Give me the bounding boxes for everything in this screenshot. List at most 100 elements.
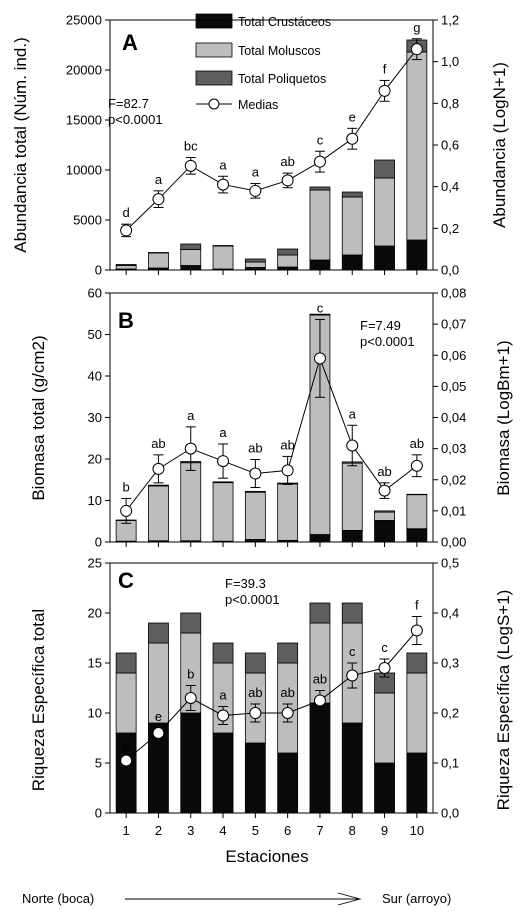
y-axis-label: Biomasa total (g/cm2) bbox=[29, 335, 48, 500]
mean-point bbox=[249, 467, 262, 480]
y2-tick-label: 0,6 bbox=[441, 138, 459, 153]
y-tick-label: 40 bbox=[88, 369, 102, 384]
y2-tick-label: 0,07 bbox=[441, 317, 466, 332]
mean-point bbox=[410, 624, 423, 637]
y-tick-label: 20 bbox=[88, 606, 102, 621]
bar-crustaceos bbox=[277, 752, 299, 814]
mean-point bbox=[281, 464, 294, 477]
mean-point bbox=[410, 43, 423, 56]
x-tick-label: 4 bbox=[219, 823, 226, 838]
bar-poliquetos bbox=[374, 510, 395, 513]
mean-line bbox=[125, 48, 418, 231]
stat-f: F=7.49 bbox=[360, 318, 401, 333]
bar-crustaceos bbox=[277, 266, 299, 271]
significance-letter: b bbox=[187, 667, 194, 682]
significance-letter: ab bbox=[248, 441, 262, 456]
x-axis-label: Estaciones bbox=[225, 847, 308, 866]
significance-letter: ab bbox=[313, 672, 327, 687]
bar-poliquetos bbox=[148, 622, 169, 644]
mean-point bbox=[281, 174, 294, 187]
x-tick-label: 10 bbox=[410, 823, 424, 838]
mean-point bbox=[410, 459, 423, 472]
y-axis-label: Riqueza Específica total bbox=[29, 609, 48, 791]
bar-poliquetos bbox=[212, 642, 234, 664]
mean-point bbox=[152, 727, 165, 739]
mean-point bbox=[378, 484, 391, 497]
direction-arrow-head-icon bbox=[337, 892, 362, 906]
x-tick-label: 8 bbox=[349, 823, 356, 838]
panel-b: B F=7.49 p<0.0001 Biomasa total (g/cm2) … bbox=[29, 286, 513, 550]
significance-letter: c bbox=[317, 132, 324, 147]
bar-poliquetos bbox=[341, 191, 363, 198]
bar-moluscos bbox=[244, 491, 266, 540]
y2-tick-label: 0,5 bbox=[441, 556, 459, 571]
direction-indicator: Norte (boca) Sur (arroyo) bbox=[22, 891, 451, 906]
significance-letter: e bbox=[155, 709, 162, 724]
bar-moluscos bbox=[115, 672, 137, 734]
x-tick-label: 3 bbox=[187, 823, 194, 838]
legend-label-poliquetos: Total Poliquetos bbox=[238, 72, 326, 86]
x-axis: Estaciones 1 2 3 4 5 6 7 8 9 10 bbox=[123, 823, 425, 866]
mean-point bbox=[184, 692, 197, 704]
significance-letter: g bbox=[413, 20, 420, 35]
y2-tick-label: 0,0 bbox=[441, 806, 459, 821]
panel-a: A F=82.7 p<0.0001 Abundancia total (Núm.… bbox=[11, 13, 509, 278]
bar-crustaceos bbox=[406, 239, 428, 271]
significance-letter: a bbox=[155, 172, 163, 187]
bar-crustaceos bbox=[406, 752, 428, 814]
bar-poliquetos bbox=[374, 159, 395, 179]
bar-moluscos bbox=[309, 189, 331, 261]
significance-letter: c bbox=[381, 640, 388, 655]
bar-poliquetos bbox=[244, 490, 266, 493]
bar-crustaceos bbox=[309, 702, 331, 814]
stat-p: p<0.0001 bbox=[360, 334, 415, 349]
significance-letter: ab bbox=[151, 436, 165, 451]
mean-point bbox=[346, 439, 359, 452]
panel-c: C F=39.3 p<0.0001 Riqueza Específica tot… bbox=[29, 556, 513, 821]
mean-point bbox=[313, 694, 326, 707]
bar-crustaceos bbox=[341, 529, 363, 543]
significance-letter: d bbox=[123, 205, 130, 220]
legend-swatch-moluscos bbox=[195, 42, 233, 58]
y2-axis-label: Biomasa (LogBm+1) bbox=[494, 340, 513, 495]
bar-poliquetos bbox=[277, 248, 299, 256]
mean-line bbox=[125, 630, 418, 761]
x-tick-label: 1 bbox=[123, 823, 130, 838]
panel-letter: C bbox=[118, 568, 134, 593]
y-tick-label: 10000 bbox=[66, 163, 102, 178]
legend-swatch-crustaceos bbox=[195, 13, 233, 29]
significance-letter: a bbox=[349, 406, 357, 421]
y-tick-label: 5 bbox=[95, 756, 102, 771]
bar-poliquetos bbox=[406, 652, 428, 674]
y2-tick-label: 1,0 bbox=[441, 54, 459, 69]
bar-moluscos bbox=[212, 482, 234, 542]
x-tick-label: 5 bbox=[252, 823, 259, 838]
y2-tick-label: 0,05 bbox=[441, 379, 466, 394]
mean-point bbox=[249, 184, 262, 197]
x-tick-label: 2 bbox=[155, 823, 162, 838]
bar-poliquetos bbox=[244, 258, 266, 263]
bar-poliquetos bbox=[148, 252, 169, 254]
significance-letter: a bbox=[219, 157, 227, 172]
y-tick-label: 0 bbox=[95, 535, 102, 550]
bar-poliquetos bbox=[341, 602, 363, 624]
y2-tick-label: 0,08 bbox=[441, 286, 466, 301]
y2-tick-label: 0,01 bbox=[441, 503, 466, 518]
y-tick-label: 30 bbox=[88, 410, 102, 425]
y-tick-label: 25 bbox=[88, 556, 102, 571]
mean-point bbox=[120, 224, 133, 237]
legend-label-crustaceos: Total Crustáceos bbox=[238, 15, 331, 29]
y-tick-label: 10 bbox=[88, 706, 102, 721]
significance-letter: a bbox=[252, 165, 260, 180]
mean-point bbox=[152, 193, 165, 206]
mean-point bbox=[120, 504, 133, 517]
y2-axis-label: Riqueza Específica (LogS+1) bbox=[494, 590, 513, 811]
bar-crustaceos bbox=[341, 254, 363, 271]
bar-poliquetos bbox=[309, 313, 331, 316]
bar-crustaceos bbox=[180, 712, 202, 814]
y2-axis-label: Abundancia (LogN+1) bbox=[490, 62, 509, 228]
bar-moluscos bbox=[406, 494, 428, 530]
y2-tick-label: 0,03 bbox=[441, 441, 466, 456]
mean-point bbox=[281, 707, 294, 719]
